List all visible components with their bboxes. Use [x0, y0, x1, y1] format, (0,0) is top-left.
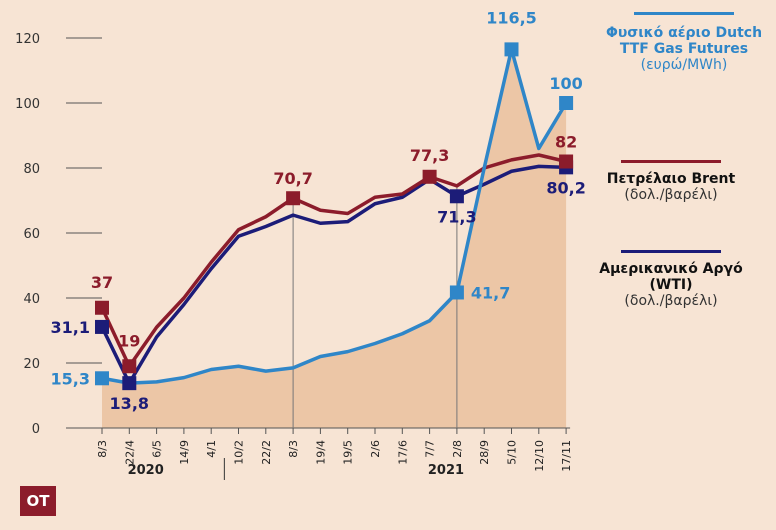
x-tick-label-14: 28/9: [478, 440, 491, 465]
data-label-s0-17: 100: [549, 74, 582, 93]
data-label-s1-12: 77,3: [410, 146, 449, 165]
x-tick-label-13: 2/8: [451, 440, 464, 458]
marker-s0-0: [95, 371, 109, 386]
x-tick-label-8: 19/4: [314, 440, 327, 465]
x-tick-label-16: 12/10: [533, 440, 546, 472]
x-tick-label-12: 7/7: [424, 440, 437, 458]
x-tick-label-6: 22/2: [260, 440, 273, 465]
x-tick-label-2: 6/5: [151, 440, 164, 458]
data-label-s0-15: 116,5: [486, 8, 537, 27]
marker-s1-1: [122, 359, 137, 374]
marker-s0-15: [504, 42, 519, 57]
data-label-s2-0: 31,1: [51, 318, 90, 337]
series-line-1: [100, 153, 567, 368]
x-tick-label-7: 8/3: [287, 440, 300, 458]
series-line-2: [100, 164, 567, 385]
x-tick-label-10: 2/6: [369, 440, 382, 458]
legend-wti: Αμερικανικό Αργό (WTI) (δολ./βαρέλι): [598, 250, 744, 309]
data-label-s1-0: 37: [91, 273, 113, 292]
marker-s0-13: [449, 285, 464, 300]
data-label-s2-17: 80,2: [546, 178, 585, 197]
data-label-s1-17: 82: [555, 133, 577, 152]
y-tick-label-80: 80: [23, 162, 40, 177]
legend-gas-unit: (ευρώ/MWh): [640, 57, 728, 74]
x-tick-label-3: 14/9: [178, 440, 191, 465]
marker-s0-17: [559, 96, 574, 110]
marker-s2-1: [122, 376, 137, 391]
x-tick-label-11: 17/6: [396, 440, 409, 465]
y-tick-label-100: 100: [15, 97, 40, 112]
x-tick-label-15: 5/10: [506, 440, 519, 465]
legend-gas: Φυσικό αέριο Dutch TTF Gas Futures (ευρώ…: [600, 12, 768, 73]
legend-brent-swatch: [621, 160, 721, 163]
y-tick-label-60: 60: [23, 227, 40, 242]
legend-brent-unit: (δολ./βαρέλι): [624, 187, 718, 204]
publisher-logo: OT: [20, 486, 56, 516]
y-tick-label-20: 20: [23, 357, 40, 372]
data-label-s0-13: 41,7: [471, 283, 510, 302]
legend-wti-name: Αμερικανικό Αργό (WTI): [599, 261, 743, 294]
gas-area: [102, 49, 567, 428]
data-label-s2-1: 13,8: [110, 394, 149, 413]
x-tick-label-0: 8/3: [96, 440, 109, 458]
y-tick-label-0: 0: [32, 422, 40, 437]
data-label-s2-13: 71,3: [437, 207, 476, 226]
legend-gas-swatch: [634, 12, 734, 15]
marker-s1-7: [286, 191, 301, 206]
legend-brent: Πετρέλαιο Brent (δολ./βαρέλι): [606, 160, 736, 203]
y-tick-label-120: 120: [15, 32, 40, 47]
x-tick-label-5: 10/2: [233, 440, 246, 465]
marker-s1-17: [559, 154, 574, 169]
data-label-s1-1: 19: [118, 331, 140, 350]
series-line-0: [101, 47, 568, 385]
year-label-2020: 2020: [128, 463, 164, 478]
y-tick-label-40: 40: [23, 292, 40, 307]
x-tick-label-1: 22/4: [123, 440, 136, 465]
year-label-2021: 2021: [428, 463, 464, 478]
marker-s2-13: [449, 189, 464, 204]
data-label-s1-7: 70,7: [273, 169, 312, 188]
x-tick-label-17: 17/11: [560, 440, 573, 472]
marker-s1-12: [422, 169, 437, 184]
legend-brent-name: Πετρέλαιο Brent: [606, 171, 736, 187]
data-label-s0-0: 15,3: [51, 369, 90, 388]
legend-wti-unit: (δολ./βαρέλι): [624, 293, 718, 310]
legend-wti-swatch: [621, 250, 721, 253]
marker-s1-0: [95, 300, 109, 315]
legend-gas-name: Φυσικό αέριο Dutch TTF Gas Futures: [605, 25, 763, 58]
x-tick-label-4: 4/1: [205, 440, 218, 458]
marker-s2-0: [95, 319, 109, 334]
x-tick-label-9: 19/5: [342, 440, 355, 465]
